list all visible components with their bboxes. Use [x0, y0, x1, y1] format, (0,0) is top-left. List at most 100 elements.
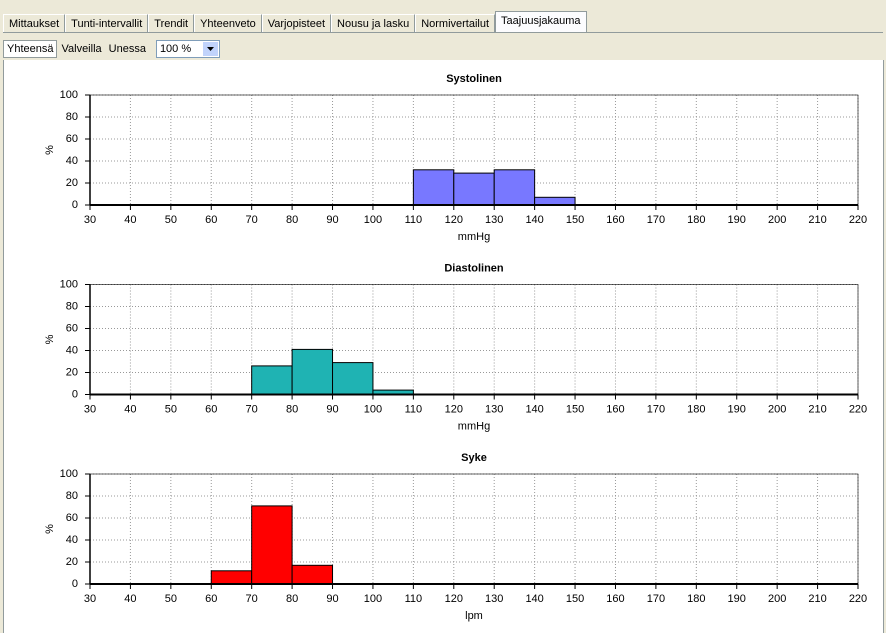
x-tick-label: 60: [205, 593, 217, 605]
x-tick-label: 130: [485, 214, 503, 226]
y-tick-label: 80: [66, 490, 78, 502]
dropdown-button[interactable]: [202, 42, 218, 56]
x-tick-label: 70: [246, 214, 258, 226]
x-tick-label: 90: [326, 593, 338, 605]
x-tick-label: 70: [246, 593, 258, 605]
x-tick-label: 190: [728, 593, 746, 605]
x-tick-label: 200: [768, 403, 786, 415]
y-tick-label: 0: [72, 199, 78, 211]
bar: [534, 196, 576, 206]
y-axis-label: %: [44, 334, 56, 344]
bar: [251, 505, 293, 585]
arrow: [206, 47, 214, 51]
bar: [453, 172, 495, 206]
x-tick-label: 210: [808, 593, 826, 605]
bar: [210, 570, 253, 585]
x-tick-label: 150: [566, 214, 584, 226]
x-tick-label: 210: [808, 403, 826, 415]
y-tick-label: 40: [66, 155, 78, 167]
x-tick-label: 70: [246, 403, 258, 415]
x-tick-label: 180: [687, 403, 705, 415]
x-tick-label: 50: [165, 593, 177, 605]
x-tick-label: 60: [205, 214, 217, 226]
zoom-value: 100 %: [159, 43, 192, 55]
x-tick-label: 50: [165, 214, 177, 226]
tab[interactable]: Normivertailut: [415, 14, 496, 32]
subtab-strip: Yhteensä Valveilla Unessa 100 %: [3, 40, 220, 58]
y-tick-label: 20: [66, 177, 78, 189]
x-tick-label: 180: [687, 214, 705, 226]
x-tick-label: 170: [647, 593, 665, 605]
x-tick-label: 80: [286, 214, 298, 226]
y-axis-label: %: [44, 145, 56, 155]
y-tick-label: 60: [66, 322, 78, 334]
x-tick-label: 80: [286, 593, 298, 605]
x-tick-label: 100: [364, 403, 382, 415]
x-tick-label: 150: [566, 593, 584, 605]
y-tick-label: 80: [66, 111, 78, 123]
x-tick-label: 40: [124, 403, 136, 415]
x-tick-label: 150: [566, 403, 584, 415]
y-tick-label: 40: [66, 344, 78, 356]
plot-frame: [89, 473, 859, 585]
y-tick-label: 60: [66, 133, 78, 145]
tab[interactable]: Trendit: [148, 14, 195, 32]
subtab[interactable]: Valveilla: [61, 43, 102, 55]
x-tick-label: 220: [849, 403, 867, 415]
x-tick-label: 140: [525, 403, 543, 415]
subtab[interactable]: Unessa: [108, 43, 146, 55]
x-tick-label: 30: [84, 593, 96, 605]
x-tick-label: 100: [364, 214, 382, 226]
x-tick-label: 120: [445, 403, 463, 415]
bar: [251, 365, 293, 395]
y-tick-label: 100: [60, 278, 78, 290]
y-tick-label: 60: [66, 512, 78, 524]
x-tick-label: 110: [405, 403, 423, 415]
tab-line: [3, 32, 883, 33]
x-tick-label: 190: [728, 214, 746, 226]
x-axis-label: mmHg: [458, 420, 490, 432]
tab[interactable]: Tunti-intervallit: [65, 14, 149, 32]
tab[interactable]: Varjopisteet: [261, 14, 332, 32]
tab[interactable]: Nousu ja lasku: [331, 14, 416, 32]
x-tick-label: 110: [405, 214, 423, 226]
x-tick-label: 160: [606, 593, 624, 605]
bar: [412, 169, 455, 206]
y-tick-label: 0: [72, 578, 78, 590]
x-tick-label: 160: [606, 403, 624, 415]
x-tick-label: 170: [647, 403, 665, 415]
x-tick-label: 30: [84, 214, 96, 226]
x-tick-label: 190: [728, 403, 746, 415]
x-tick-label: 220: [849, 214, 867, 226]
plot-frame: [89, 284, 859, 395]
x-tick-label: 120: [445, 593, 463, 605]
tab[interactable]: Mittaukset: [3, 14, 66, 32]
zoom-dropdown[interactable]: 100 %: [155, 40, 220, 58]
x-tick-label: 50: [165, 403, 177, 415]
chart-title: Systolinen: [446, 73, 502, 85]
bar: [332, 362, 374, 396]
tab[interactable]: Yhteenveto: [194, 14, 262, 32]
y-tick-label: 0: [72, 388, 78, 400]
y-tick-label: 100: [60, 468, 78, 480]
y-tick-label: 100: [60, 89, 78, 101]
y-axis-label: %: [44, 524, 56, 534]
x-tick-label: 210: [808, 214, 826, 226]
subtab[interactable]: Yhteensä: [3, 40, 58, 58]
x-axis-label: mmHg: [458, 231, 490, 243]
x-tick-label: 110: [405, 593, 423, 605]
x-tick-label: 160: [606, 214, 624, 226]
x-tick-label: 40: [124, 214, 136, 226]
bar: [291, 564, 334, 585]
x-tick-label: 220: [849, 593, 867, 605]
x-axis-label: lpm: [465, 610, 483, 622]
bar: [291, 348, 334, 395]
tab[interactable]: Taajuusjakauma: [495, 11, 587, 33]
x-tick-label: 80: [286, 403, 298, 415]
y-tick-label: 80: [66, 300, 78, 312]
x-tick-label: 180: [687, 593, 705, 605]
chart-title: Syke: [461, 452, 487, 464]
y-tick-label: 40: [66, 534, 78, 546]
